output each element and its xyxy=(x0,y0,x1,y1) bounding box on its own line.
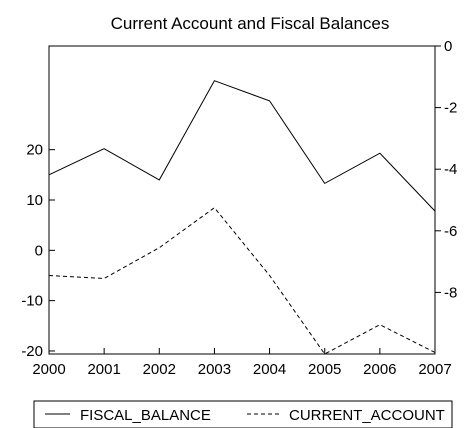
left-axis: -20 -10 0 10 20 xyxy=(21,142,55,360)
left-tick-label: -20 xyxy=(21,343,43,360)
x-tick-label: 2006 xyxy=(363,361,396,378)
right-tick-label: -6 xyxy=(444,223,457,240)
right-tick-label: -2 xyxy=(444,100,457,117)
left-tick-label: 10 xyxy=(26,192,43,209)
series-line-fiscal-balance xyxy=(48,80,436,212)
x-tick-label: 2004 xyxy=(253,361,286,378)
legend-box xyxy=(33,400,453,428)
left-tick-label: -10 xyxy=(21,293,43,310)
plot-frame xyxy=(48,45,436,355)
x-tick-label: 2005 xyxy=(308,361,341,378)
x-tick-label: 2000 xyxy=(32,361,65,378)
legend-label-current-account: CURRENT_ACCOUNT xyxy=(289,407,445,424)
x-tick-label: 2001 xyxy=(87,361,120,378)
series-line-current-account xyxy=(48,207,436,355)
x-tick-label: 2003 xyxy=(198,361,231,378)
right-tick-label: 0 xyxy=(444,38,452,55)
right-tick-label: -8 xyxy=(444,284,457,301)
legend: FISCAL_BALANCE CURRENT_ACCOUNT xyxy=(33,400,453,428)
legend-label-fiscal-balance: FISCAL_BALANCE xyxy=(80,407,211,424)
right-axis: -8 -6 -4 -2 0 xyxy=(435,38,457,301)
series-layer xyxy=(48,80,436,355)
x-tick-label: 2002 xyxy=(143,361,176,378)
x-tick-label: 2007 xyxy=(418,361,451,378)
x-axis: 2000 2001 2002 2003 2004 2005 2006 2007 xyxy=(32,348,452,378)
left-tick-label: 0 xyxy=(35,242,43,259)
right-tick-label: -4 xyxy=(444,161,457,178)
chart-title: Current Account and Fiscal Balances xyxy=(111,14,390,33)
left-tick-label: 20 xyxy=(26,142,43,159)
